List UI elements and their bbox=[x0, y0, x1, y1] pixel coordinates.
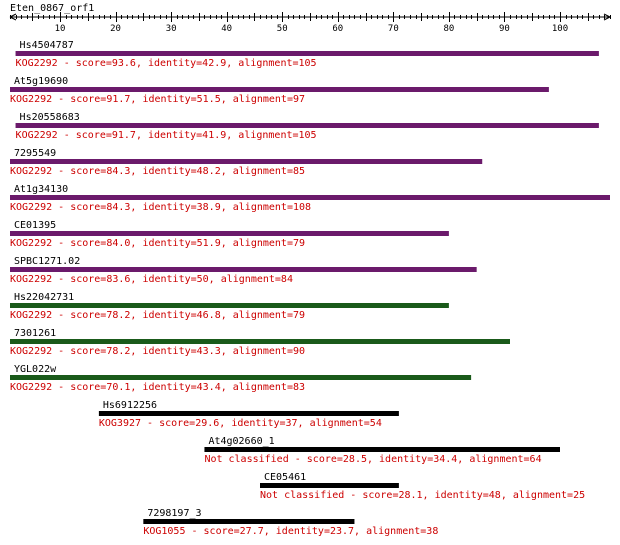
hit-bar[interactable] bbox=[10, 195, 610, 200]
hit-bar[interactable] bbox=[10, 231, 449, 236]
hit-name: 7298197_3 bbox=[147, 508, 201, 519]
hit-row[interactable]: CE05461 Not classified - score=28.1, iden… bbox=[260, 472, 585, 501]
hit-annotation: KOG2292 - score=91.7, identity=51.5, ali… bbox=[10, 94, 305, 105]
hit-name: CE05461 bbox=[264, 472, 306, 483]
hit-bar[interactable] bbox=[10, 87, 549, 92]
ruler-tick-label: 10 bbox=[55, 24, 66, 34]
hit-annotation: KOG1055 - score=27.7, identity=23.7, ali… bbox=[143, 526, 438, 537]
hit-row[interactable]: 7295549 KOG2292 - score=84.3, identity=48… bbox=[10, 148, 483, 177]
hit-bar[interactable] bbox=[10, 303, 449, 308]
hit-name: Hs22042731 bbox=[14, 292, 74, 303]
hit-bar[interactable] bbox=[10, 267, 477, 272]
hit-annotation: KOG2292 - score=78.2, identity=46.8, ali… bbox=[10, 310, 305, 321]
hit-bar[interactable] bbox=[204, 447, 560, 452]
query-name: Eten_0867_orf1 bbox=[10, 3, 94, 14]
hit-list: Hs4504787 KOG2292 - score=93.6, identity=… bbox=[10, 40, 610, 537]
hit-annotation: KOG2292 - score=83.6, identity=50, align… bbox=[10, 274, 293, 285]
hit-row[interactable]: SPBC1271.02 KOG2292 - score=83.6, identit… bbox=[10, 256, 477, 285]
ruler-tick-label: 20 bbox=[110, 24, 121, 34]
hit-name: CE01395 bbox=[14, 220, 56, 231]
hit-annotation: KOG2292 - score=84.3, identity=48.2, ali… bbox=[10, 166, 305, 177]
hit-name: At1g34130 bbox=[14, 184, 68, 195]
hit-bar[interactable] bbox=[10, 375, 472, 380]
ruler-tick-label: 60 bbox=[332, 24, 343, 34]
hit-bar[interactable] bbox=[98, 411, 399, 416]
hit-name: SPBC1271.02 bbox=[14, 256, 80, 267]
hit-row[interactable]: CE01395 KOG2292 - score=84.0, identity=51… bbox=[10, 220, 449, 249]
ruler-tick-label: 30 bbox=[166, 24, 177, 34]
hit-name: At4g02660_1 bbox=[208, 436, 274, 447]
ruler-tick-label: 50 bbox=[277, 24, 288, 34]
hit-name: YGL022w bbox=[14, 364, 57, 375]
hit-annotation: Not classified - score=28.1, identity=48… bbox=[260, 490, 585, 501]
ruler-tick-label: 40 bbox=[221, 24, 232, 34]
hit-bar[interactable] bbox=[10, 159, 483, 164]
hit-row[interactable]: Hs4504787 KOG2292 - score=93.6, identity=… bbox=[15, 40, 599, 69]
hit-row[interactable]: Hs22042731 KOG2292 - score=78.2, identity… bbox=[10, 292, 449, 321]
hit-name: At5g19690 bbox=[14, 76, 68, 87]
hit-annotation: KOG2292 - score=84.0, identity=51.9, ali… bbox=[10, 238, 305, 249]
hit-name: 7295549 bbox=[14, 148, 56, 159]
hit-row[interactable]: 7301261 KOG2292 - score=78.2, identity=43… bbox=[10, 328, 510, 357]
hit-row[interactable]: At1g34130 KOG2292 - score=84.3, identity=… bbox=[10, 184, 610, 213]
hit-name: Hs6912256 bbox=[103, 400, 157, 411]
hit-annotation: KOG3927 - score=29.6, identity=37, align… bbox=[99, 418, 382, 429]
hit-row[interactable]: YGL022w KOG2292 - score=70.1, identity=43… bbox=[10, 364, 472, 393]
hit-bar[interactable] bbox=[143, 519, 355, 524]
hit-annotation: KOG2292 - score=78.2, identity=43.3, ali… bbox=[10, 346, 305, 357]
hit-name: Hs20558683 bbox=[20, 112, 80, 123]
hit-bar[interactable] bbox=[10, 339, 510, 344]
hit-annotation: KOG2292 - score=84.3, identity=38.9, ali… bbox=[10, 202, 311, 213]
ruler-tick-label: 70 bbox=[388, 24, 399, 34]
hit-annotation: Not classified - score=28.5, identity=34… bbox=[204, 454, 541, 465]
hit-row[interactable]: 7298197_3 KOG1055 - score=27.7, identity=… bbox=[143, 508, 438, 537]
hit-row[interactable]: At5g19690 KOG2292 - score=91.7, identity=… bbox=[10, 76, 549, 105]
hit-bar[interactable] bbox=[15, 51, 599, 56]
hit-row[interactable]: Hs20558683 KOG2292 - score=91.7, identity… bbox=[15, 112, 599, 141]
ruler-tick-label: 100 bbox=[552, 24, 568, 34]
hit-name: 7301261 bbox=[14, 328, 56, 339]
hit-bar[interactable] bbox=[260, 483, 399, 488]
hit-name: Hs4504787 bbox=[20, 40, 74, 51]
ruler-tick-label: 80 bbox=[443, 24, 454, 34]
position-ruler: 10 20 30 40 50 60 70 80 90 100 bbox=[9, 12, 611, 34]
hit-row[interactable]: At4g02660_1 Not classified - score=28.5, … bbox=[204, 436, 560, 465]
hit-annotation: KOG2292 - score=93.6, identity=42.9, ali… bbox=[16, 58, 317, 69]
ruler-tick-label: 90 bbox=[499, 24, 510, 34]
hit-annotation: KOG2292 - score=70.1, identity=43.4, ali… bbox=[10, 382, 305, 393]
hit-bar[interactable] bbox=[15, 123, 599, 128]
hit-row[interactable]: Hs6912256 KOG3927 - score=29.6, identity=… bbox=[98, 400, 399, 429]
ruler-right-arrow bbox=[603, 13, 611, 21]
hit-annotation: KOG2292 - score=91.7, identity=41.9, ali… bbox=[16, 130, 317, 141]
